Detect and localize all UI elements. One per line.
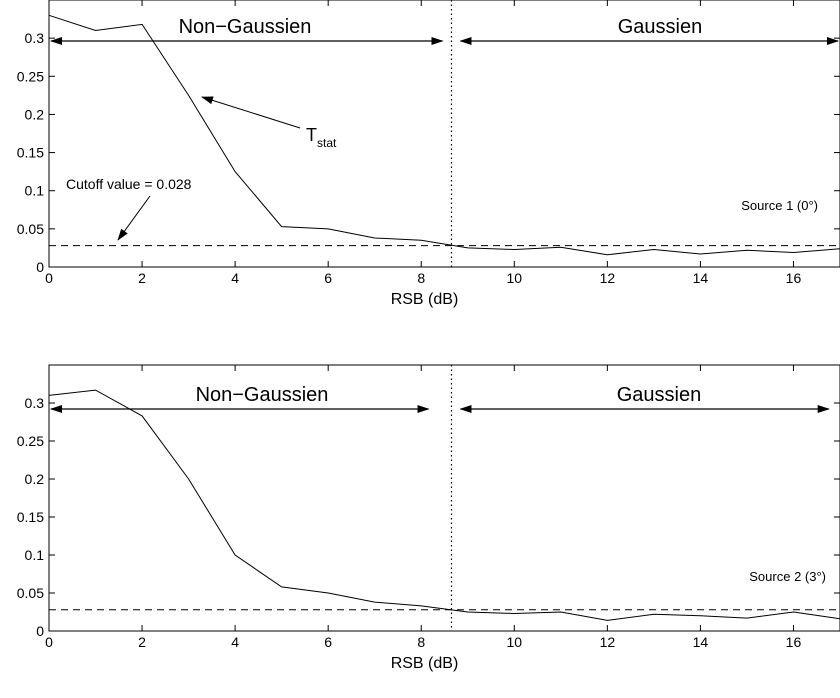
series-line-tstat xyxy=(48,14,840,256)
y-tick-label: 0.05 xyxy=(17,221,44,237)
x-tick-label: 16 xyxy=(786,634,802,650)
y-tick-label: 0.2 xyxy=(25,106,45,122)
x-axis-label: RSB (dB) xyxy=(391,655,459,672)
region-label-gaussien: Gaussien xyxy=(617,384,702,406)
y-tick-label: 0.1 xyxy=(25,547,45,563)
tstat-arrow xyxy=(201,96,301,129)
y-tick-label: 0 xyxy=(36,259,44,275)
x-tick-label: 8 xyxy=(417,270,425,286)
tstat-label: Tstat xyxy=(306,125,337,150)
y-tick-label: 0.3 xyxy=(25,395,45,411)
x-tick-label: 16 xyxy=(786,270,802,286)
x-tick-label: 2 xyxy=(138,634,146,650)
y-tick-label: 0.15 xyxy=(17,509,44,525)
x-tick-label: 0 xyxy=(45,270,53,286)
source-label: Source 1 (0°) xyxy=(741,198,818,213)
x-tick-label: 12 xyxy=(600,270,616,286)
plot-frame xyxy=(48,0,840,268)
chart-panel-2: 0 2 4 6 8 10 12 14 16 0 0.05 0.1 0.15 0.2 0.25 0.3 RSB (… xyxy=(17,364,840,672)
tstat-label-subscript: stat xyxy=(317,136,337,150)
x-tick-label: 10 xyxy=(507,270,523,286)
plot-frame xyxy=(48,364,840,632)
y-tick-label: 0.15 xyxy=(17,145,44,161)
x-tick-label: 6 xyxy=(324,270,332,286)
y-tick-label: 0.25 xyxy=(17,68,44,84)
chart-panel-1: 0 2 4 6 8 10 12 14 16 0 0.05 0.1 0.15 0.2 0.25 0.3 RSB (… xyxy=(17,0,840,308)
cutoff-label: Cutoff value = 0.028 xyxy=(66,176,192,192)
x-tick-label: 2 xyxy=(138,270,146,286)
x-tick-label: 10 xyxy=(507,634,523,650)
y-tick-label: 0.3 xyxy=(25,30,45,46)
y-tick-label: 0.1 xyxy=(25,183,45,199)
y-tick-label: 0.25 xyxy=(17,433,44,449)
y-tick-label: 0 xyxy=(36,623,44,639)
y-tick-label: 0.05 xyxy=(17,585,44,601)
region-label-non-gaussien: Non−Gaussien xyxy=(179,16,312,38)
x-tick-label: 8 xyxy=(417,634,425,650)
x-tick-label: 14 xyxy=(693,634,709,650)
series-line-tstat xyxy=(48,389,840,621)
y-tick-label: 0.2 xyxy=(25,471,45,487)
source-label: Source 2 (3°) xyxy=(749,569,826,584)
region-label-non-gaussien: Non−Gaussien xyxy=(196,384,329,406)
x-tick-label: 14 xyxy=(693,270,709,286)
x-tick-label: 6 xyxy=(324,634,332,650)
x-axis-label: RSB (dB) xyxy=(391,291,459,308)
tstat-label-main: T xyxy=(306,125,317,145)
x-tick-label: 4 xyxy=(231,634,239,650)
x-tick-label: 4 xyxy=(231,270,239,286)
x-tick-label: 12 xyxy=(600,634,616,650)
x-tick-label: 0 xyxy=(45,634,53,650)
region-label-gaussien: Gaussien xyxy=(618,16,703,38)
cutoff-arrow xyxy=(117,195,151,241)
